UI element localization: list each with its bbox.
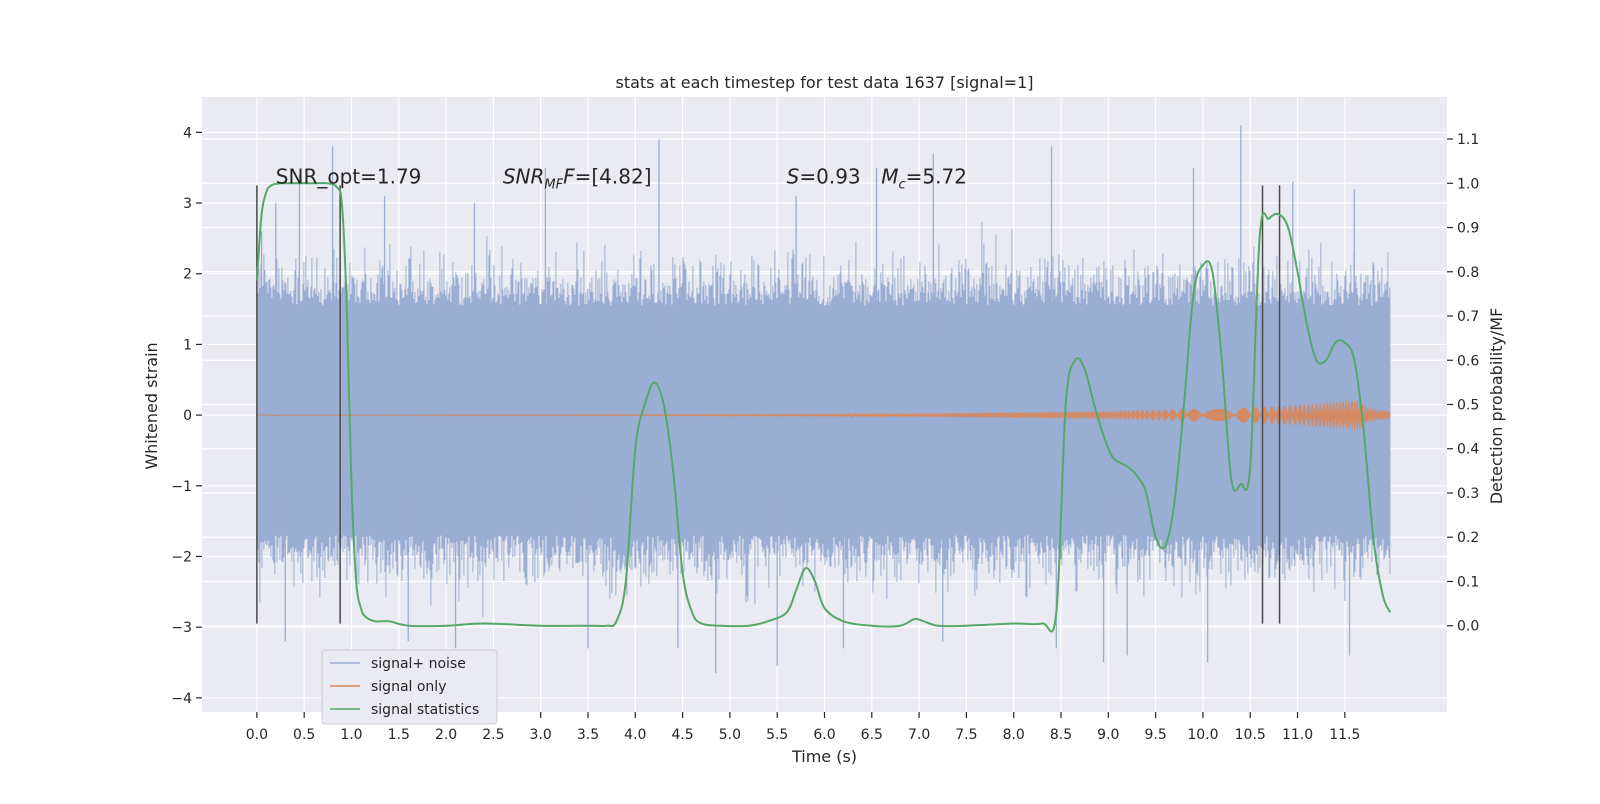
y-tick-label: −2 [171,549,192,565]
y2-tick-label: 0.7 [1457,309,1479,325]
x-tick-label: 0.5 [293,727,315,743]
y-tick-label: 3 [183,196,192,212]
y-tick-label: 4 [183,125,192,141]
y-tick-label: −3 [171,620,192,636]
annotation-mc-value: Mc=5.72 [881,164,967,192]
x-tick-label: 10.0 [1187,727,1218,743]
x-tick-label: 9.0 [1097,727,1119,743]
annotation-part: S [787,164,800,188]
y2-tick-label: 1.0 [1457,176,1479,192]
x-tick-label: 6.0 [813,727,835,743]
x-axis-ticks: 0.0 0.5 1.0 1.5 2.0 2.5 3.0 3.5 4.0 4.5 5.0 5.5 6.0 6… [246,712,1360,743]
x-tick-label: 2.0 [435,727,457,743]
legend-box [321,649,498,725]
y2-tick-label: 0.4 [1457,442,1479,458]
annotations: SNR_opt=1.79 SNRMFF=[4.82] S=0.93 Mc=5.72 [276,164,967,192]
y2-axis-ticks: 0.0 0.1 0.2 0.3 0.4 0.5 0.6 0.7 0.8 0.9 1.0 1.1 [1447,132,1479,635]
y-axis-label: Whitened strain [142,342,161,469]
x-tick-label: 7.5 [955,727,977,743]
x-tick-label: 8.0 [1003,727,1025,743]
x-tick-label: 11.5 [1329,727,1360,743]
signal-only-series-layer [256,400,1391,431]
statistics-series-layer [255,181,1392,633]
x-tick-label: 8.5 [1050,727,1072,743]
y-axis-ticks: −4 −3 −2 −1 0 1 2 3 4 [171,125,202,707]
y2-tick-label: 0.2 [1457,530,1479,546]
y2-axis-label: Detection probability/MF [1487,308,1506,505]
vertical-markers [256,185,1281,624]
y-tick-label: 0 [183,408,192,424]
x-tick-label: 7.0 [908,727,930,743]
legend-label-signal-statistics: signal statistics [371,702,479,718]
x-tick-label: 4.0 [624,727,646,743]
x-tick-label: 1.5 [388,727,410,743]
y2-tick-label: 0.9 [1457,221,1479,237]
annotation-snr-opt: SNR_opt=1.79 [276,164,422,188]
x-tick-label: 1.0 [340,727,362,743]
legend: signal+ noise signal only signal statist… [321,649,498,725]
annotation-part: F [563,164,575,188]
x-tick-label: 11.0 [1282,727,1313,743]
annotation-part: =[4.82] [575,164,652,188]
chart-title: stats at each timestep for test data 163… [615,73,1033,92]
annotation-part: M [881,164,898,188]
y2-tick-label: 1.1 [1457,132,1479,148]
x-tick-label: 4.5 [671,727,693,743]
y2-tick-label: 0.5 [1457,398,1479,414]
annotation-part: SNR [503,164,545,188]
annotation-part: SNR_opt=1.79 [276,164,422,188]
x-tick-label: 3.0 [530,727,552,743]
y-tick-label: −1 [171,479,192,495]
annotation-snr-mf: SNRMFF=[4.82] [503,164,652,192]
annotation-part: =0.93 [799,164,860,188]
legend-label-signal-only: signal only [371,679,446,695]
annotation-s-value: S=0.93 [787,164,861,188]
signal-statistics-line [255,181,1392,633]
x-tick-label: 5.0 [719,727,741,743]
annotation-part: MF [544,177,563,192]
y2-tick-label: 0.3 [1457,486,1479,502]
y2-tick-label: 0.8 [1457,265,1479,281]
y2-tick-label: 0.6 [1457,353,1479,369]
y-tick-label: 2 [183,267,192,283]
noise-series-layer [256,125,1391,674]
x-tick-label: 5.5 [766,727,788,743]
x-tick-label: 0.0 [246,727,268,743]
x-tick-label: 2.5 [482,727,504,743]
signal-only-line [256,400,1391,431]
annotation-part: c [899,177,906,192]
x-tick-label: 3.5 [577,727,599,743]
x-tick-label: 6.5 [861,727,883,743]
y-tick-label: 1 [183,337,192,353]
y-tick-label: −4 [171,691,192,707]
legend-label-signal-noise: signal+ noise [371,656,466,672]
annotation-part: =5.72 [906,164,967,188]
y2-tick-label: 0.1 [1457,574,1479,590]
x-tick-label: 10.5 [1235,727,1266,743]
x-tick-label: 9.5 [1144,727,1166,743]
y2-tick-label: 0.0 [1457,619,1479,635]
x-axis-label: Time (s) [791,747,857,766]
